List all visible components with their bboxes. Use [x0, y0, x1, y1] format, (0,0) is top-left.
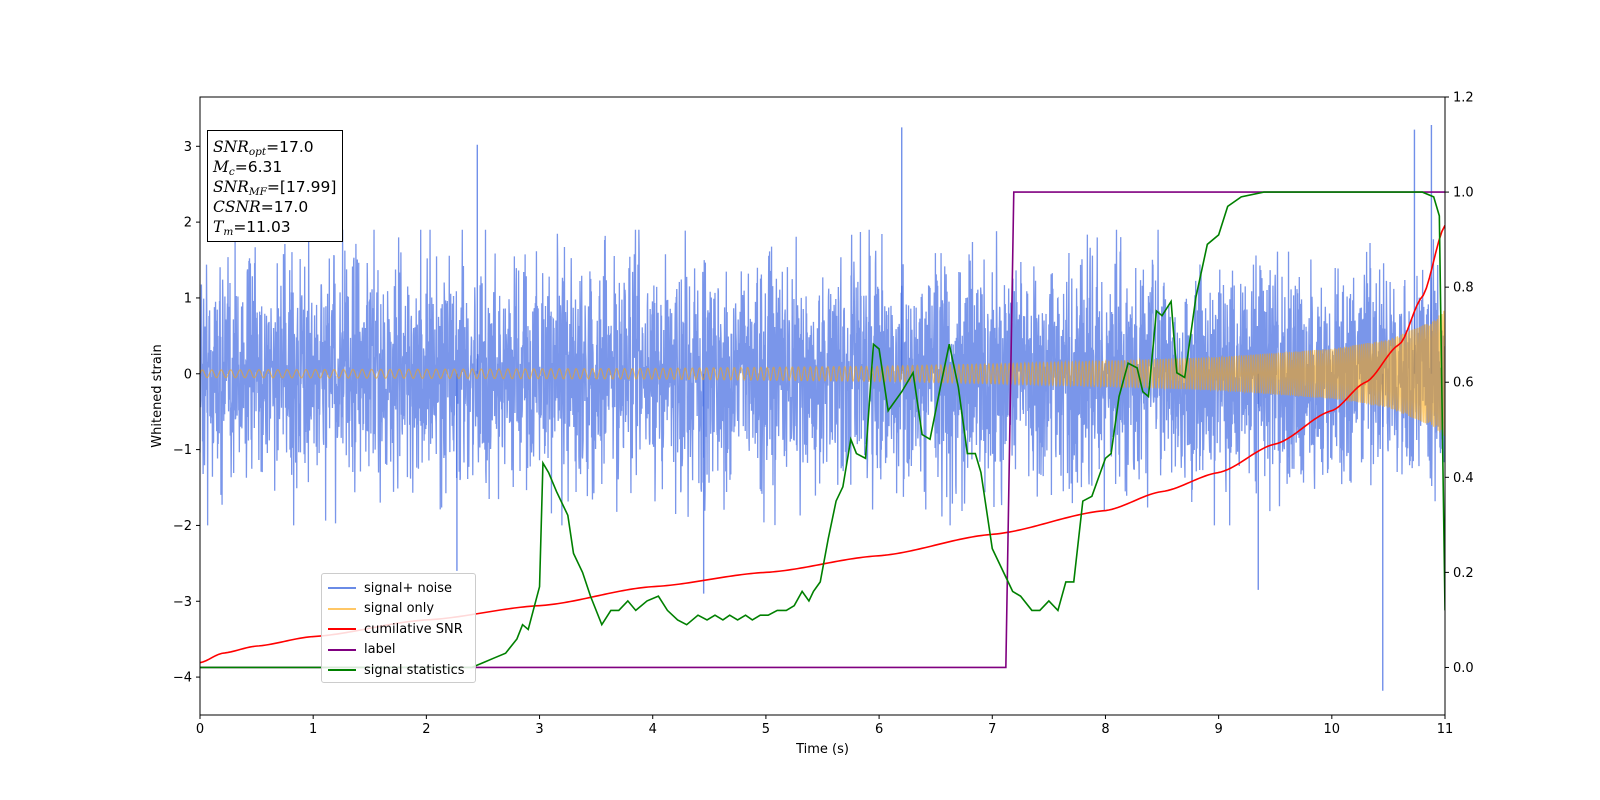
- x-tick-label: 3: [535, 722, 543, 737]
- y-tick-label: −4: [173, 671, 192, 686]
- y2-tick-label: 0.6: [1453, 376, 1474, 391]
- y-tick-label: 3: [184, 140, 192, 155]
- series-signal-noise: [200, 229, 1445, 526]
- x-tick-label: 7: [988, 722, 996, 737]
- x-tick-label: 1: [309, 722, 317, 737]
- x-tick-label: 2: [422, 722, 430, 737]
- x-tick-label: 0: [196, 722, 204, 737]
- legend-item-signal-statistics: signal statistics: [328, 661, 465, 679]
- csnr-line: CSNR=17.0: [213, 198, 309, 216]
- y-tick-label: −1: [173, 443, 192, 458]
- x-tick-label: 9: [1214, 722, 1222, 737]
- x-tick-label: 5: [762, 722, 770, 737]
- y-axis-label: Whitened strain: [150, 344, 165, 447]
- y2-tick-label: 0.2: [1453, 566, 1474, 581]
- y-tick-label: 1: [184, 291, 192, 306]
- annotation-box: SNRopt=17.0 Mc=6.31 SNRMF=[17.99] CSNR=1…: [207, 130, 344, 242]
- snr-opt-line: SNRopt=17.0: [213, 138, 314, 158]
- plot-frame: [199, 96, 1446, 716]
- x-tick-label: 4: [649, 722, 657, 737]
- series-signal-statistics: [200, 191, 1445, 669]
- y-tick-label: −3: [173, 595, 192, 610]
- series-label: [200, 191, 1445, 669]
- legend-item-signal-only: signal only: [328, 600, 434, 618]
- y2-tick-label: 0.0: [1453, 661, 1474, 676]
- y-tick-label: 0: [184, 367, 192, 382]
- y-tick-label: −2: [173, 519, 192, 534]
- x-axis-label: Time (s): [795, 742, 849, 757]
- legend-item-signal-noise: signal+ noise: [328, 579, 452, 597]
- snr-mf-line: SNRMF=[17.99]: [213, 178, 337, 198]
- legend: signal+ noise signal only cumilative SNR…: [321, 573, 476, 683]
- x-tick-label: 6: [875, 722, 883, 737]
- x-tick-label: 8: [1101, 722, 1109, 737]
- tm-line: Tm=11.03: [213, 218, 291, 238]
- y2-tick-label: 0.4: [1453, 471, 1474, 486]
- legend-item-cumulative-snr: cumilative SNR: [328, 620, 463, 638]
- x-tick-label: 10: [1324, 722, 1341, 737]
- mc-line: Mc=6.31: [213, 158, 283, 178]
- y2-tick-label: 1.2: [1453, 91, 1474, 106]
- x-tick-label: 11: [1437, 722, 1454, 737]
- y2-tick-label: 0.8: [1453, 281, 1474, 296]
- series-signal-only: [200, 310, 1445, 436]
- legend-item-label: label: [328, 641, 395, 659]
- y-tick-label: 2: [184, 216, 192, 231]
- y2-tick-label: 1.0: [1453, 186, 1474, 201]
